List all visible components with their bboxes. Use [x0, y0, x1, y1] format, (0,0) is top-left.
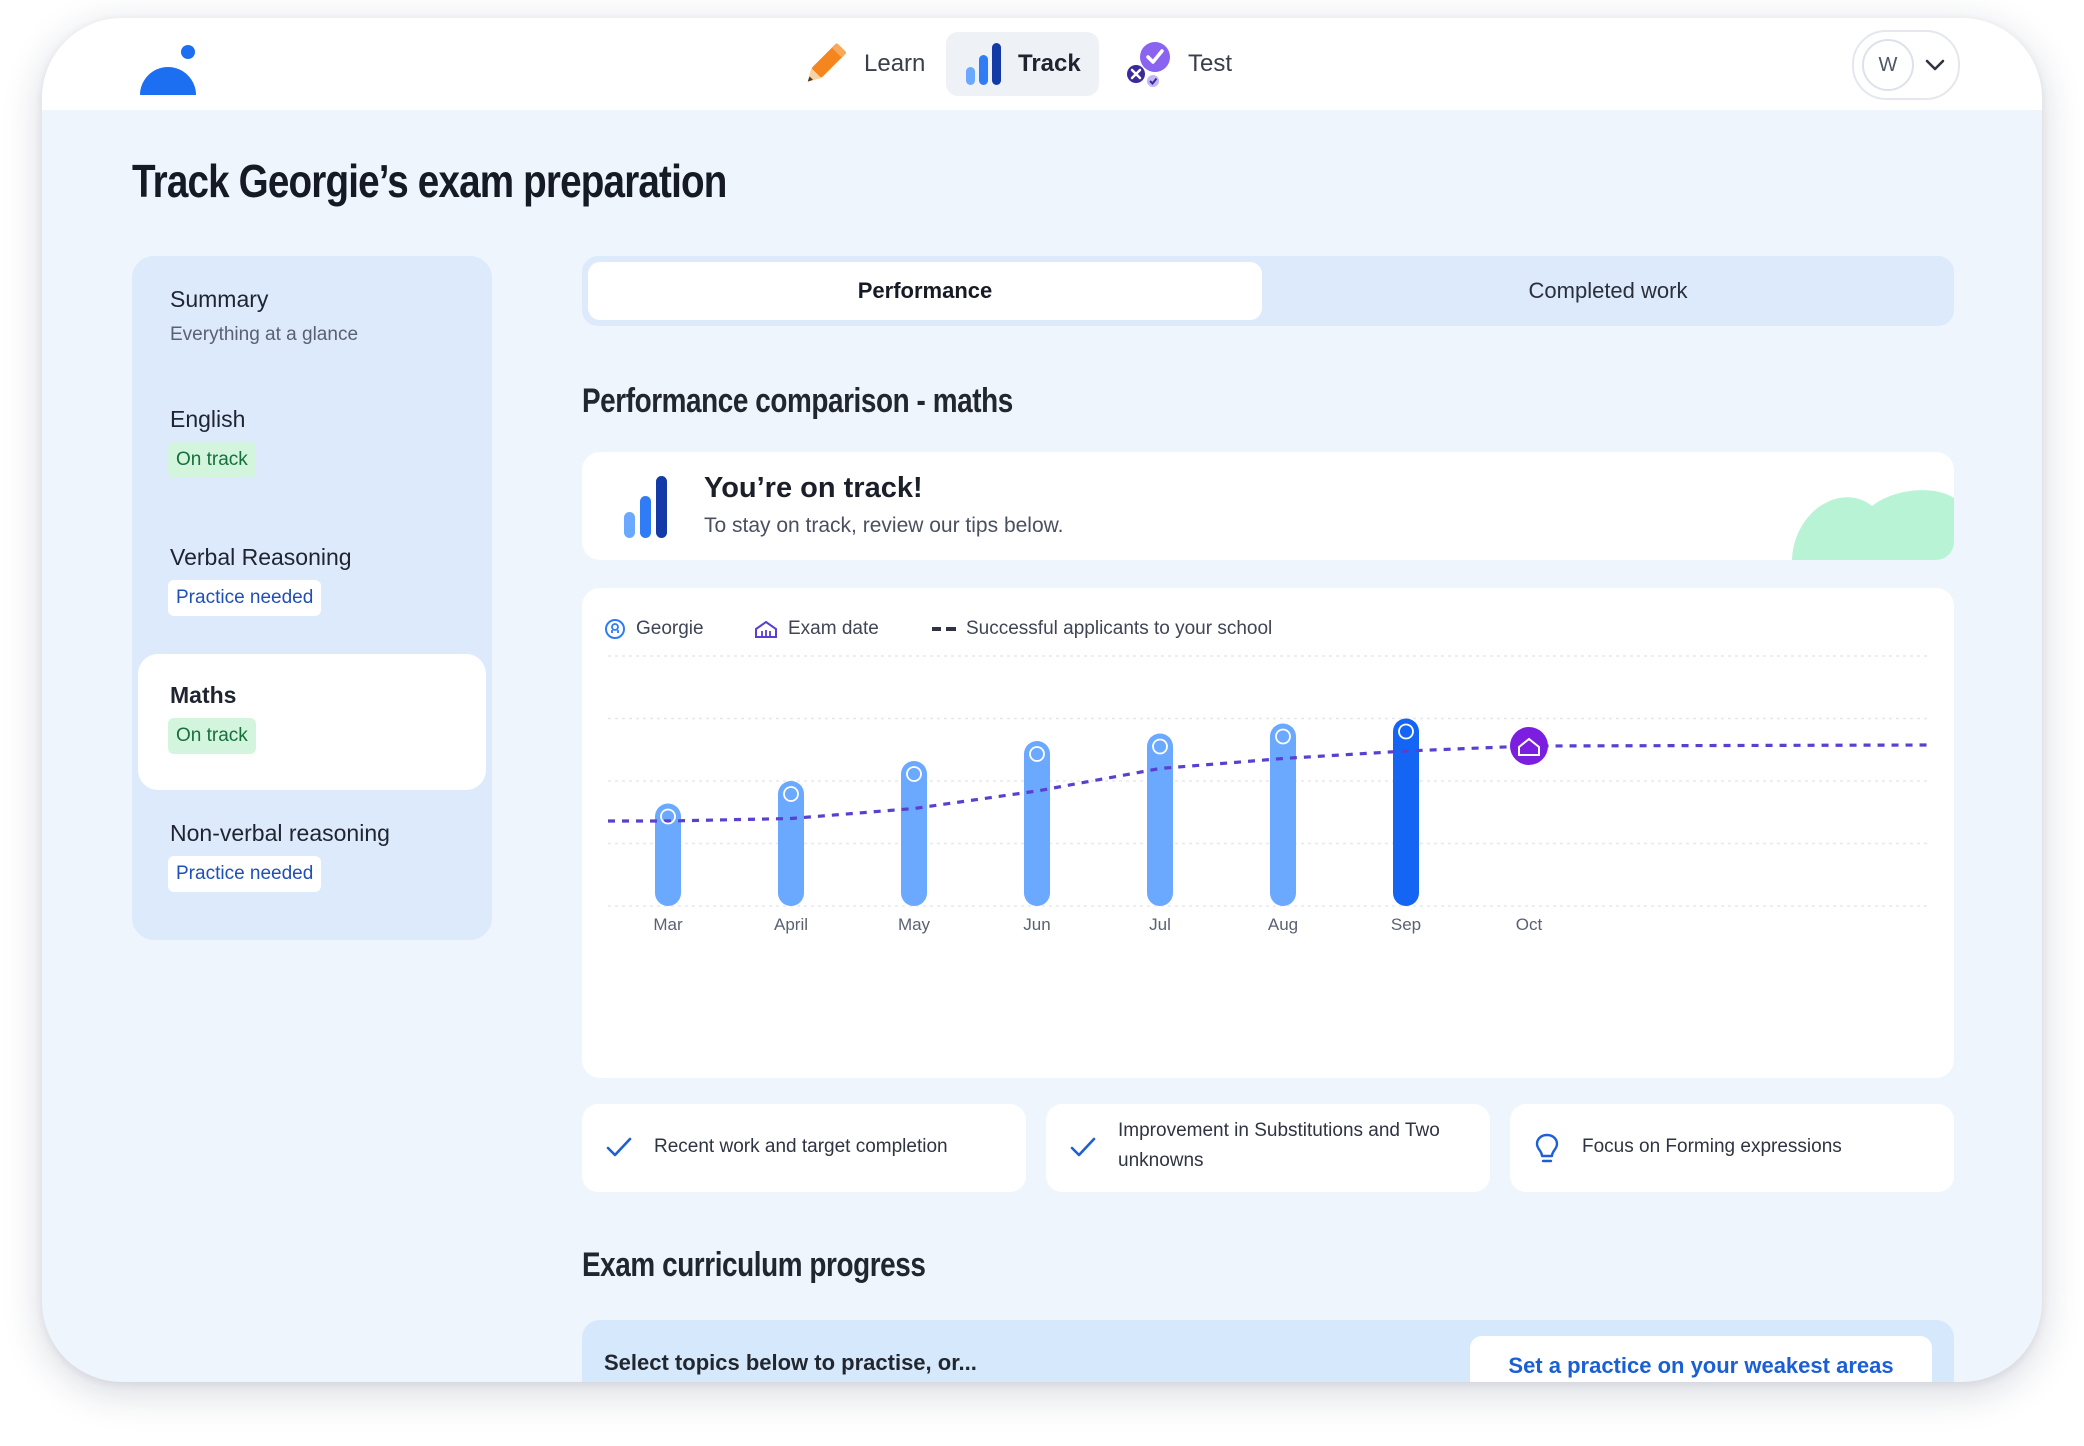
- x-tick-label: Aug: [1268, 915, 1298, 934]
- x-tick-label: Sep: [1391, 915, 1421, 934]
- chevron-down-icon: [1925, 59, 1945, 71]
- georgie-marker: [660, 808, 676, 825]
- tip-card-recent-work: Recent work and target completion: [582, 1104, 1026, 1192]
- sidebar-item-non-verbal-reasoning[interactable]: Non-verbal reasoning Practice needed: [132, 790, 492, 910]
- status-heading: You’re on track!: [704, 472, 923, 504]
- logo-icon: [140, 45, 196, 95]
- status-subtitle: To stay on track, review our tips below.: [704, 514, 1064, 537]
- exam-date-marker: [1510, 727, 1548, 765]
- x-tick-label: April: [774, 915, 808, 934]
- nav-track[interactable]: Track: [946, 32, 1099, 96]
- performance-chart: Mar April May Jun Jul Aug Sep Oct: [608, 655, 1929, 934]
- tab-performance[interactable]: Performance: [588, 262, 1262, 320]
- sidebar-item-subtitle: Everything at a glance: [170, 324, 359, 345]
- status-badge: Practice needed: [168, 856, 322, 892]
- applicants-line: [608, 743, 1929, 823]
- legend-label: Successful applicants to your school: [966, 618, 1273, 639]
- georgie-marker: [1029, 746, 1045, 762]
- sidebar-item-label: Summary: [170, 286, 269, 312]
- performance-section-title: Performance comparison - maths: [582, 382, 1013, 420]
- sidebar-item-summary[interactable]: Summary Everything at a glance: [132, 256, 492, 366]
- nav-learn[interactable]: Learn: [780, 32, 943, 96]
- x-tick-label: May: [898, 915, 931, 934]
- sidebar-item-label: English: [170, 406, 246, 432]
- check-icon: [1070, 1137, 1096, 1157]
- tip-card-focus: Focus on Forming expressions: [1510, 1104, 1954, 1192]
- user-menu[interactable]: W: [1852, 30, 1960, 100]
- georgie-marker: [1152, 738, 1168, 755]
- decorative-bush: [1792, 490, 1954, 560]
- set-practice-button[interactable]: Set a practice on your weakest areas: [1470, 1336, 1932, 1382]
- x-tick-label: Oct: [1516, 915, 1543, 934]
- bar-mar: [655, 803, 681, 906]
- tip-text: Recent work and target completion: [654, 1136, 948, 1157]
- nav-test-label: Test: [1188, 50, 1233, 77]
- tip-text: Focus on Forming expressions: [1582, 1136, 1842, 1157]
- legend-applicants: Successful applicants to your school: [932, 618, 1272, 640]
- sidebar-item-verbal-reasoning[interactable]: Verbal Reasoning Practice needed: [132, 514, 492, 616]
- x-tick-label: Jun: [1023, 915, 1050, 934]
- nav-test[interactable]: Test: [1106, 32, 1250, 96]
- status-badge: Practice needed: [168, 580, 322, 616]
- tip-card-improvement: Improvement in Substitutions and Two unk…: [1046, 1104, 1490, 1192]
- check-icon: [606, 1137, 632, 1157]
- bar-may: [901, 761, 927, 906]
- sidebar-item-maths[interactable]: Maths On track: [132, 652, 492, 788]
- tab-completed-work[interactable]: Completed work: [1528, 278, 1688, 303]
- x-tick-label: Jul: [1149, 915, 1171, 934]
- sidebar-item-label: Non-verbal reasoning: [170, 820, 390, 846]
- nav-learn-label: Learn: [864, 50, 926, 77]
- bar-chart-icon: [624, 476, 667, 538]
- legend-exam-date: Exam date: [754, 618, 879, 640]
- avatar: W: [1862, 39, 1914, 91]
- dashed-line-icon: [932, 627, 956, 631]
- sidebar-item-label: Verbal Reasoning: [170, 544, 352, 570]
- bar-jun: [1024, 741, 1050, 906]
- curriculum-section-title: Exam curriculum progress: [582, 1246, 926, 1284]
- sidebar-item-english[interactable]: English On track: [132, 376, 492, 478]
- georgie-marker: [1275, 728, 1291, 745]
- x-tick-label: Mar: [653, 915, 683, 934]
- legend-label: Exam date: [788, 618, 879, 639]
- lightbulb-icon: [1535, 1133, 1559, 1163]
- pencil-icon: [807, 43, 846, 82]
- georgie-marker: [783, 786, 799, 802]
- page-title: Track Georgie’s exam preparation: [132, 155, 727, 207]
- bar-jul: [1147, 733, 1173, 906]
- georgie-marker: [906, 766, 922, 782]
- performance-chart-card: Georgie Exam date Successful applicants …: [582, 588, 1954, 1078]
- app-window: Learn Track Test W: [42, 18, 2042, 1382]
- bar-sep: [1393, 718, 1419, 906]
- bar-chart-icon: [966, 43, 1001, 85]
- view-tabs: Performance Completed work: [582, 256, 1954, 326]
- curriculum-prompt: Select topics below to practise, or...: [604, 1350, 977, 1375]
- subject-sidebar: Summary Everything at a glance English O…: [132, 256, 492, 940]
- georgie-marker: [1398, 723, 1414, 740]
- status-badge: On track: [168, 718, 256, 754]
- legend-label: Georgie: [636, 618, 704, 639]
- school-icon: [755, 620, 777, 638]
- bar-april: [778, 781, 804, 906]
- curriculum-banner: Select topics below to practise, or... S…: [582, 1320, 1954, 1382]
- nav-track-label: Track: [1018, 50, 1081, 77]
- tip-text: Improvement in Substitutions and Two unk…: [1118, 1120, 1440, 1171]
- top-nav-bar: Learn Track Test W: [42, 18, 2042, 110]
- bar-aug: [1270, 723, 1296, 906]
- test-check-icon: [1127, 42, 1170, 87]
- status-badge: On track: [168, 442, 256, 478]
- legend-georgie: Georgie: [604, 618, 704, 640]
- on-track-card: You’re on track! To stay on track, revie…: [582, 452, 1954, 560]
- sidebar-item-label: Maths: [170, 682, 237, 708]
- georgie-icon: [605, 619, 625, 639]
- school-icon: [1518, 737, 1540, 756]
